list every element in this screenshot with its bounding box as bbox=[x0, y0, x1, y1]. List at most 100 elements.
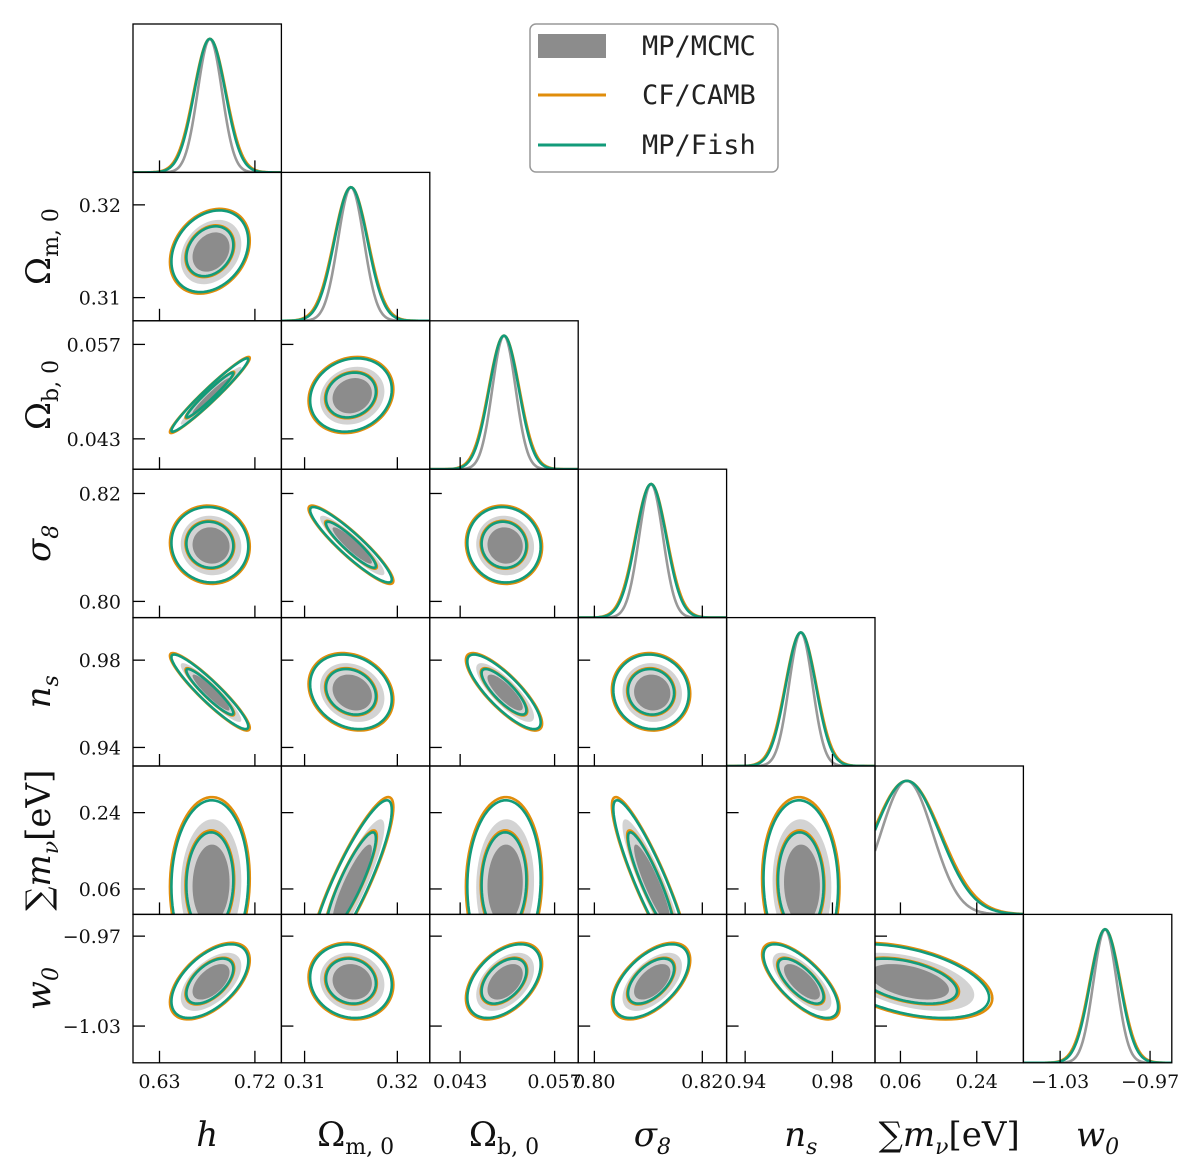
panel-ns-vs-h bbox=[168, 651, 252, 732]
ytick-label-mnu-1: 0.24 bbox=[79, 803, 121, 825]
contour-fish-95 bbox=[308, 505, 394, 584]
contour-fish-68 bbox=[480, 520, 528, 570]
contour-camb-95 bbox=[760, 795, 841, 915]
xtick-label-mnu-1: 0.24 bbox=[956, 1071, 998, 1093]
xtick-label-s8-0: 0.80 bbox=[573, 1071, 615, 1093]
contour-mcmc-68 bbox=[634, 844, 670, 915]
marginal-curve-h-1 bbox=[133, 37, 282, 173]
contour-camb-95 bbox=[168, 207, 252, 295]
axis-label-mnu-y: ∑mν[eV] bbox=[19, 770, 64, 911]
contour-fish-68 bbox=[185, 667, 235, 716]
contour-fish-95 bbox=[308, 357, 394, 433]
ytick-label-ob-0: 0.043 bbox=[67, 429, 121, 451]
ytick-label-s8-0: 0.80 bbox=[79, 591, 121, 613]
contour-fish-95 bbox=[466, 505, 542, 584]
contour-fish-95 bbox=[762, 942, 840, 1020]
marginal-curve-om-0 bbox=[281, 185, 430, 321]
axis-label-s8-y: σ8 bbox=[19, 525, 64, 562]
contour-fish-95 bbox=[170, 653, 250, 731]
panel-w0-vs-s8 bbox=[610, 941, 692, 1021]
contour-mcmc-68 bbox=[634, 964, 671, 1000]
xtick-label-ob-1: 0.057 bbox=[527, 1071, 581, 1093]
contour-fish-95 bbox=[762, 798, 840, 915]
xtick-label-w0-0: −1.03 bbox=[1031, 1071, 1089, 1093]
panel-w0-vs-ns bbox=[760, 941, 841, 1021]
contour-fish-95 bbox=[308, 653, 394, 731]
axis-label-s8-x: σ8 bbox=[634, 1115, 671, 1160]
ytick-label-w0-1: −0.97 bbox=[63, 926, 121, 948]
contour-fish-68 bbox=[185, 831, 235, 915]
contour-fish-95 bbox=[466, 653, 542, 731]
marginal-curve-ob-2 bbox=[429, 334, 579, 470]
contour-mcmc-68 bbox=[784, 964, 820, 1000]
panel-mnu-vs-h bbox=[168, 795, 252, 915]
contour-fish-95 bbox=[170, 357, 250, 433]
xtick-label-om-1: 0.32 bbox=[376, 1071, 418, 1093]
contour-mcmc-68 bbox=[784, 844, 820, 915]
ytick-label-s8-1: 0.82 bbox=[79, 483, 121, 505]
xtick-label-om-0: 0.31 bbox=[283, 1071, 325, 1093]
ytick-label-ns-1: 0.98 bbox=[79, 650, 121, 672]
panel-s8-vs-h bbox=[168, 504, 252, 586]
axis-label-ob-x: Ωb, 0 bbox=[469, 1115, 539, 1160]
marginal-curve-om-2 bbox=[281, 185, 430, 321]
panel-marginal-om bbox=[281, 185, 430, 321]
panel-w0-vs-om bbox=[307, 941, 395, 1021]
panel-w0-vs-mnu bbox=[875, 941, 994, 1021]
marginal-curve-ns-0 bbox=[726, 630, 875, 766]
axis-label-w0-y: w0 bbox=[19, 967, 64, 1010]
contour-fish-68 bbox=[324, 520, 378, 570]
contour-camb-95 bbox=[610, 651, 692, 732]
panel-frame-4-4 bbox=[725, 616, 876, 767]
panel-om-vs-h bbox=[168, 207, 252, 295]
panel-mnu-vs-ns bbox=[760, 795, 841, 915]
panel-ob-vs-h bbox=[168, 355, 252, 435]
xtick-label-s8-1: 0.82 bbox=[681, 1071, 723, 1093]
contour-fish-95 bbox=[170, 209, 250, 294]
axis-label-ob-y: Ωb, 0 bbox=[19, 360, 64, 430]
axis-label-h-x: h bbox=[196, 1115, 218, 1155]
panel-marginal-ob bbox=[429, 334, 579, 470]
contour-fish-68 bbox=[776, 957, 825, 1005]
contour-mcmc-68 bbox=[192, 527, 230, 564]
contour-fish-68 bbox=[626, 667, 676, 716]
marginal-curve-mnu-1 bbox=[875, 779, 1024, 915]
contour-mcmc-68 bbox=[192, 232, 230, 272]
contour-fish-68 bbox=[480, 957, 528, 1005]
contour-fish-95 bbox=[317, 798, 394, 915]
xtick-label-ob-0: 0.043 bbox=[433, 1071, 487, 1093]
panel-s8-vs-ob bbox=[464, 504, 544, 586]
contour-mcmc-68 bbox=[332, 674, 372, 711]
contour-mcmc-68 bbox=[487, 964, 523, 1000]
contour-mcmc-68 bbox=[487, 527, 523, 564]
panel-ns-vs-ob bbox=[464, 651, 544, 732]
contour-fish-95 bbox=[612, 942, 691, 1020]
ytick-label-ob-1: 0.057 bbox=[67, 334, 121, 356]
contour-fish-95 bbox=[466, 798, 542, 915]
legend-label-fish: MP/Fish bbox=[642, 130, 756, 161]
contour-fish-95 bbox=[612, 798, 681, 915]
panel-ob-vs-om bbox=[307, 355, 395, 435]
panel-frame-3-3 bbox=[577, 468, 728, 619]
marginal-curve-s8-1 bbox=[578, 482, 727, 618]
contour-mcmc-68 bbox=[333, 844, 372, 915]
panel-frame-2-2 bbox=[429, 320, 579, 470]
panel-mnu-vs-om bbox=[317, 795, 395, 915]
ytick-label-om-0: 0.31 bbox=[79, 288, 121, 310]
contour-mcmc-68 bbox=[487, 844, 523, 915]
marginal-curve-ns-1 bbox=[726, 631, 875, 766]
legend: MP/MCMC CF/CAMB MP/Fish bbox=[529, 23, 779, 173]
contour-fish-68 bbox=[324, 667, 378, 716]
marginal-curve-ob-0 bbox=[429, 334, 579, 470]
marginal-curve-h-2 bbox=[133, 37, 282, 173]
axis-label-w0-x: w0 bbox=[1076, 1115, 1119, 1160]
legend-label-camb: CF/CAMB bbox=[642, 80, 756, 111]
axis-label-om-y: Ωm, 0 bbox=[19, 208, 64, 285]
contour-fish-68 bbox=[185, 957, 235, 1005]
axis-label-om-x: Ωm, 0 bbox=[317, 1115, 394, 1160]
ytick-label-om-1: 0.32 bbox=[79, 195, 121, 217]
marginal-curve-s8-0 bbox=[578, 482, 727, 618]
ytick-label-ns-0: 0.94 bbox=[79, 737, 121, 759]
contour-fish-68 bbox=[185, 225, 235, 278]
legend-label-mcmc: MP/MCMC bbox=[642, 31, 756, 62]
